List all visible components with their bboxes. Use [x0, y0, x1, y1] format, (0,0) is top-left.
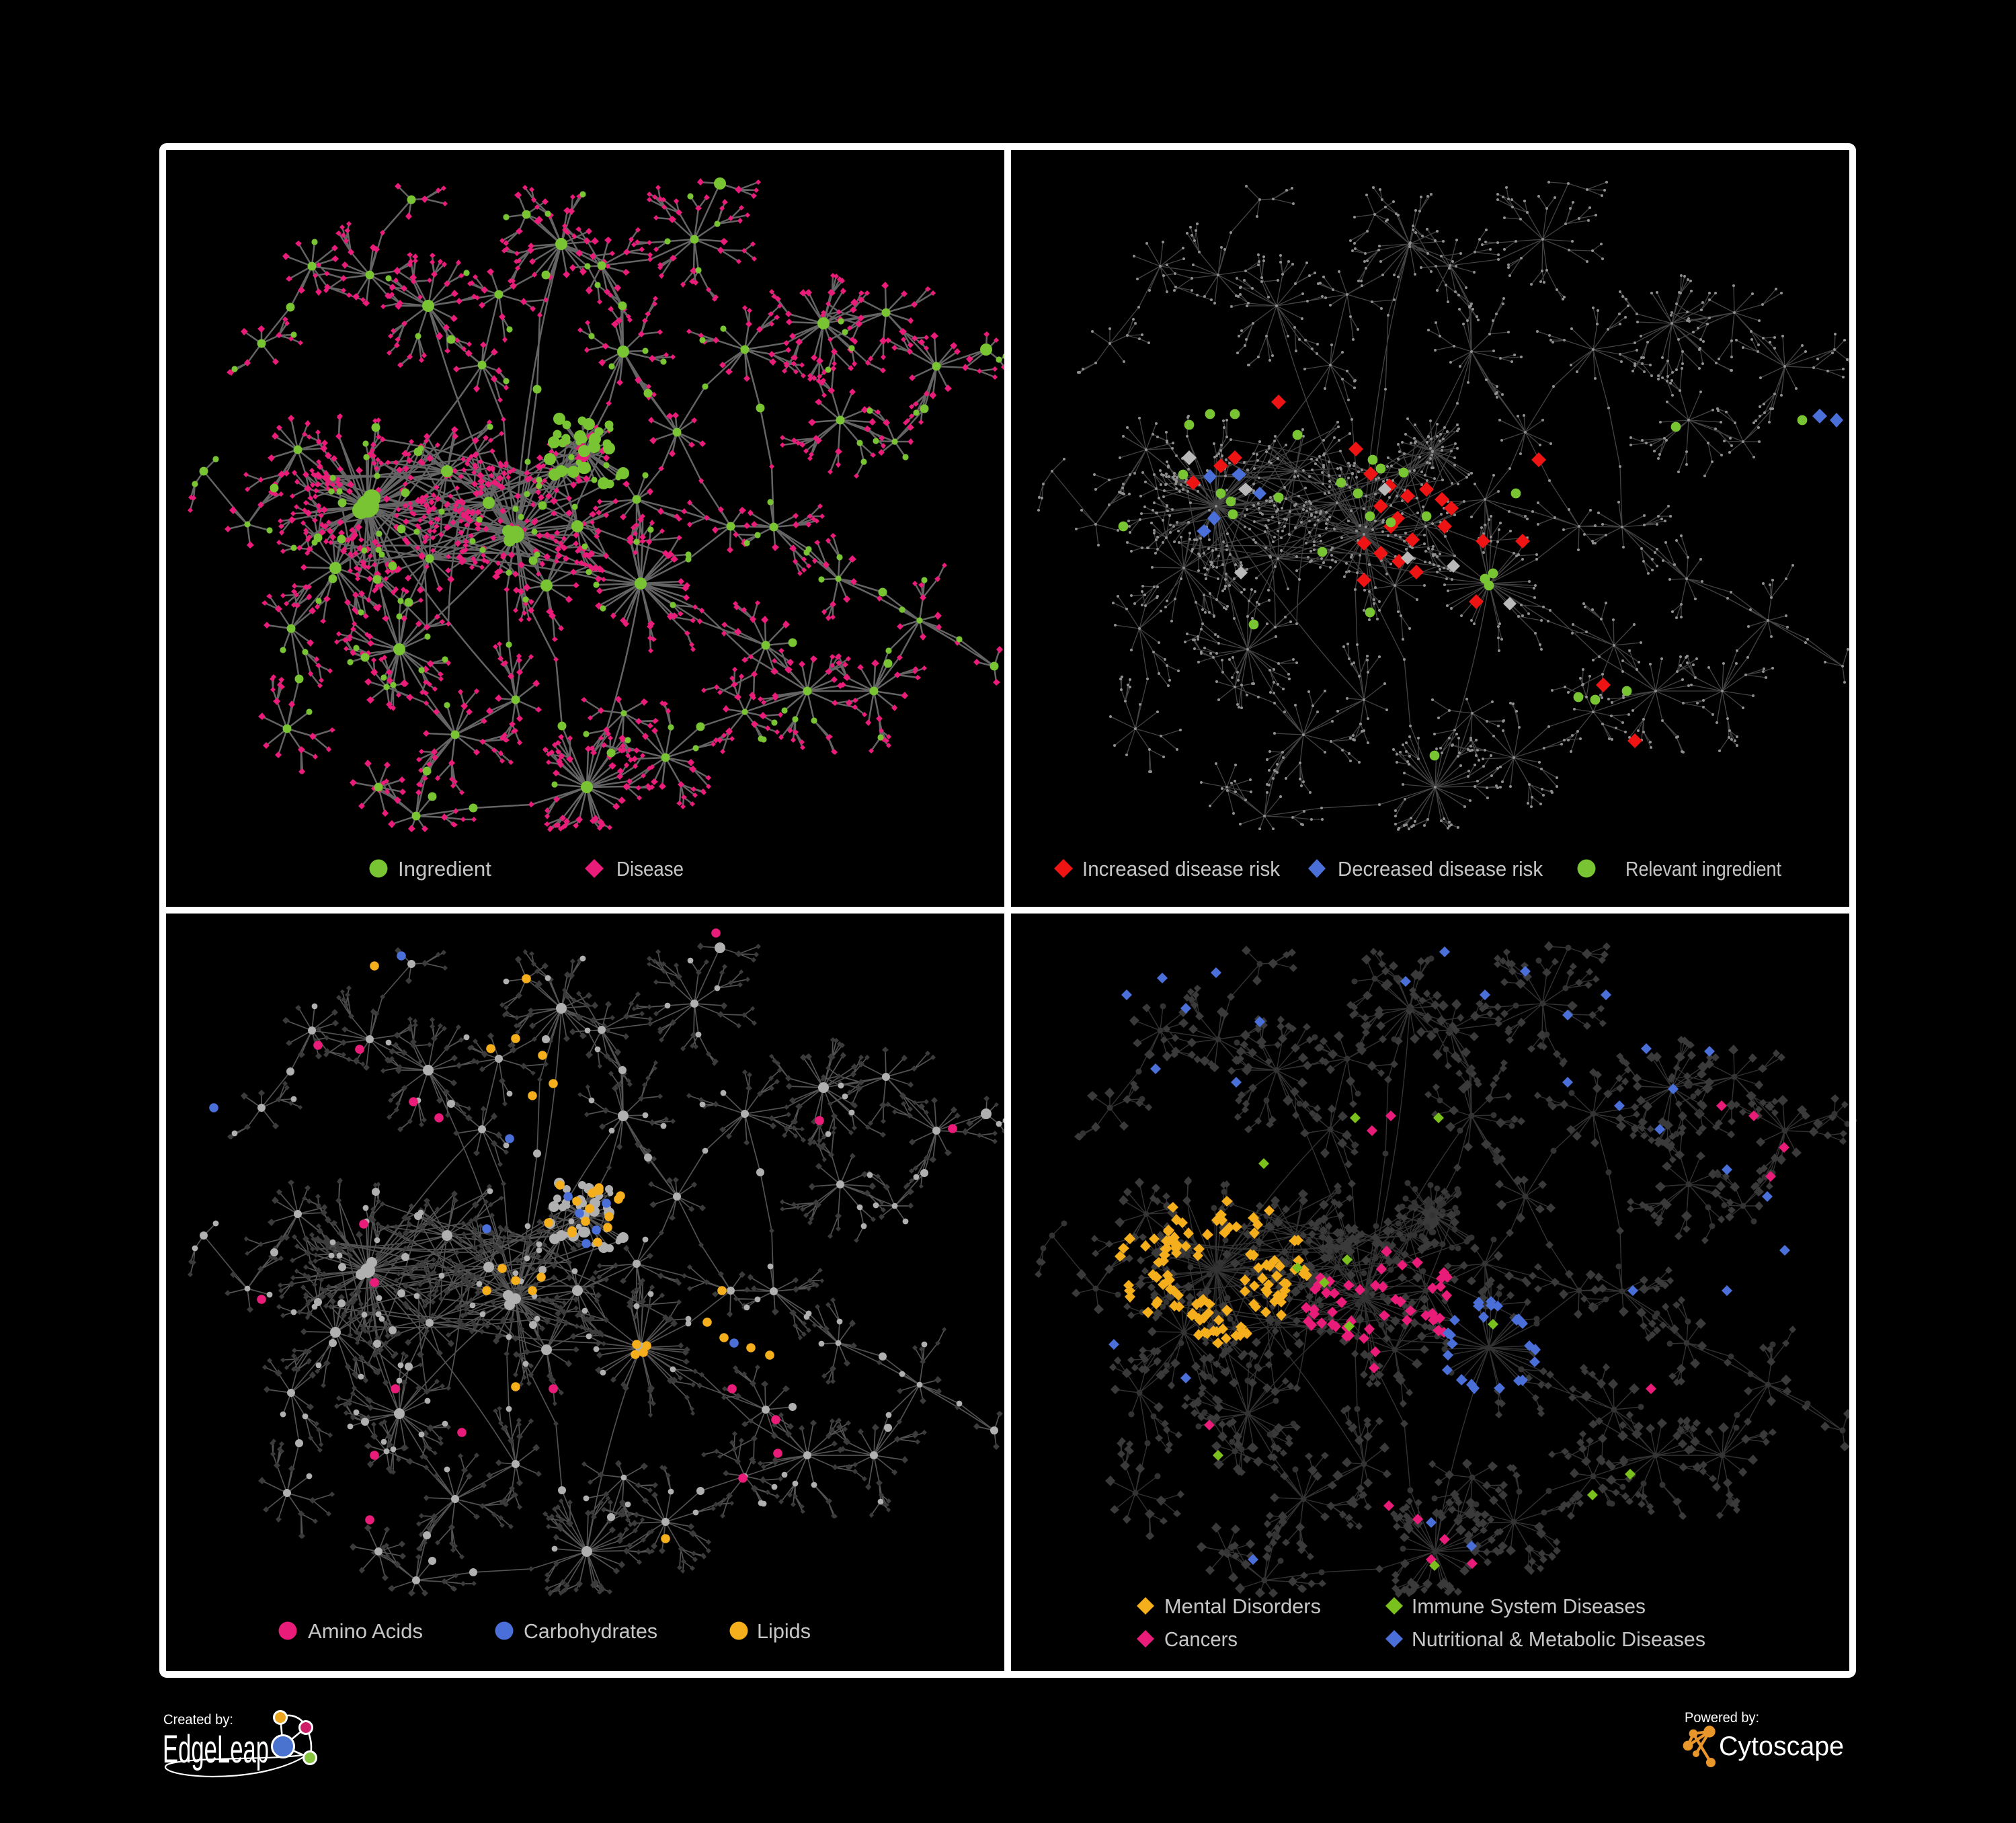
svg-text:Nutritional & Metabolic Diseas: Nutritional & Metabolic Diseases [1412, 1627, 1705, 1651]
svg-text:Ingredient: Ingredient [398, 857, 491, 881]
svg-text:Created by:: Created by: [163, 1712, 233, 1728]
svg-text:Cancers: Cancers [1164, 1627, 1238, 1651]
svg-text:Amino Acids: Amino Acids [308, 1619, 423, 1643]
svg-text:Lipids: Lipids [757, 1619, 811, 1643]
svg-text:EdgeLeap: EdgeLeap [163, 1728, 269, 1771]
svg-text:Powered by:: Powered by: [1685, 1710, 1759, 1726]
svg-text:Relevant ingredient: Relevant ingredient [1625, 857, 1781, 881]
svg-text:Cytoscape: Cytoscape [1719, 1732, 1844, 1761]
svg-text:Increased disease risk: Increased disease risk [1082, 857, 1280, 881]
svg-text:Mental Disorders: Mental Disorders [1164, 1594, 1321, 1618]
svg-text:Decreased disease risk: Decreased disease risk [1338, 857, 1543, 881]
svg-text:Immune System Diseases: Immune System Diseases [1412, 1594, 1646, 1618]
svg-text:Disease: Disease [616, 857, 684, 881]
svg-text:Carbohydrates: Carbohydrates [524, 1619, 657, 1643]
